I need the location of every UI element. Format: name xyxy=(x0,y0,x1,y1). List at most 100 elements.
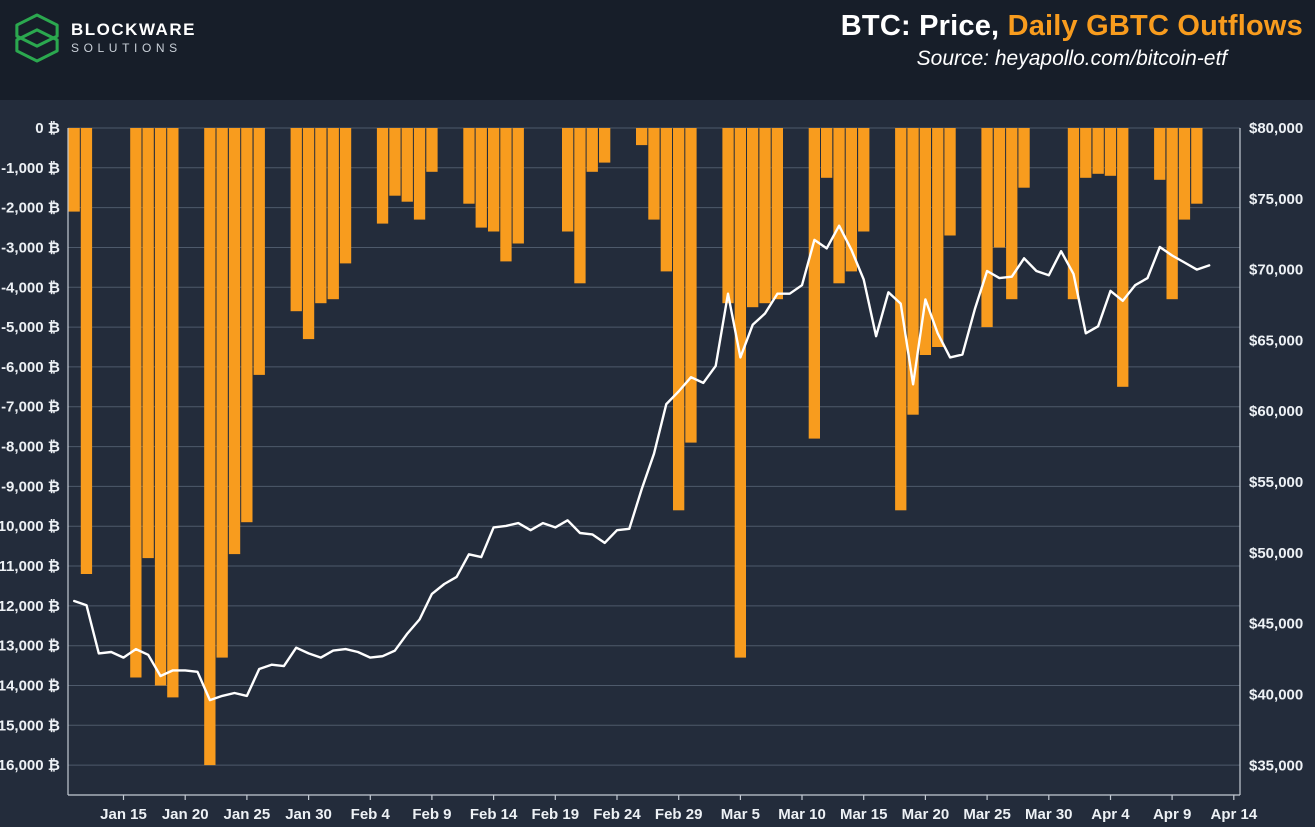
outflow-bar xyxy=(1191,128,1203,204)
x-axis-label: Jan 20 xyxy=(162,806,209,823)
right-axis-label: $60,000 xyxy=(1249,403,1303,420)
outflow-bar xyxy=(154,128,167,686)
x-axis-label: Feb 4 xyxy=(351,806,391,823)
outflow-bar xyxy=(475,128,487,228)
outflow-bar xyxy=(821,128,833,178)
blockware-logo: BLOCKWARE SOLUTIONS xyxy=(14,12,196,64)
outflow-bar xyxy=(562,128,574,232)
x-axis-label: Apr 4 xyxy=(1091,806,1130,823)
left-axis-label: -13,000 ₿ xyxy=(0,638,60,655)
logo-text-blockware: BLOCKWARE xyxy=(71,19,196,39)
outflow-bar xyxy=(80,128,93,574)
outflow-bar xyxy=(1154,128,1166,180)
x-axis-label: Feb 29 xyxy=(655,806,703,823)
outflow-bar xyxy=(685,128,697,443)
outflow-bar xyxy=(130,128,142,678)
x-axis-label: Jan 15 xyxy=(100,806,147,823)
outflow-bar xyxy=(673,128,685,511)
x-axis-label: Mar 5 xyxy=(721,806,760,823)
right-axis-label: $50,000 xyxy=(1249,545,1303,562)
left-axis-label: -8,000 ₿ xyxy=(1,439,60,456)
outflow-bar xyxy=(1092,128,1104,174)
outflow-bar xyxy=(734,128,746,658)
left-axis-label: -4,000 ₿ xyxy=(1,279,60,296)
outflow-bar xyxy=(302,128,315,340)
outflow-bar xyxy=(599,128,611,163)
x-axis-label: Feb 19 xyxy=(532,806,580,823)
outflow-bar xyxy=(401,128,413,202)
outflow-bar xyxy=(376,128,389,224)
right-axis-label: $65,000 xyxy=(1249,332,1303,349)
outflow-bar xyxy=(981,128,993,328)
outflow-bar xyxy=(488,128,500,232)
source-attribution: Source: heyapollo.com/bitcoin-etf xyxy=(916,47,1228,70)
outflow-bar xyxy=(1067,128,1080,300)
outflow-bar xyxy=(907,128,919,415)
right-axis-label: $75,000 xyxy=(1249,191,1303,208)
outflow-bar xyxy=(808,128,820,439)
left-axis-label: -2,000 ₿ xyxy=(1,200,60,217)
left-axis-label: -1,000 ₿ xyxy=(1,160,60,177)
right-axis-label: $80,000 xyxy=(1249,120,1303,137)
outflow-bar xyxy=(895,128,907,511)
x-axis-label: Mar 15 xyxy=(840,806,888,823)
outflow-bar xyxy=(833,128,845,284)
outflow-bar xyxy=(919,128,931,355)
left-axis-label: -10,000 ₿ xyxy=(0,518,60,535)
right-axis-label: $55,000 xyxy=(1249,474,1303,491)
blockware-logo-icon xyxy=(15,13,59,63)
outflow-bar xyxy=(142,128,154,559)
outflow-bar xyxy=(228,128,241,555)
right-axis-label: $45,000 xyxy=(1249,616,1303,633)
outflow-bar xyxy=(216,128,228,658)
outflow-bar xyxy=(1117,128,1129,387)
outflow-bar xyxy=(463,128,475,204)
x-axis-label: Feb 14 xyxy=(470,806,518,823)
outflow-bar xyxy=(1006,128,1018,300)
x-axis-label: Apr 14 xyxy=(1210,806,1257,823)
outflow-bar xyxy=(389,128,401,196)
x-axis-label: Apr 9 xyxy=(1153,806,1191,823)
outflow-bar xyxy=(204,128,216,766)
x-axis-label: Feb 9 xyxy=(412,806,451,823)
x-axis-label: Jan 25 xyxy=(224,806,271,823)
outflow-bar xyxy=(167,128,179,698)
x-axis-label: Mar 20 xyxy=(902,806,950,823)
btc-price-gbtc-outflows-chart: 0 ₿ -1,000 ₿ -2,000 ₿ -3,000 ₿ -4,000 ₿ -5,00… xyxy=(0,120,1303,823)
outflow-bar xyxy=(1104,128,1117,176)
outflow-bar xyxy=(932,128,944,347)
outflow-bar xyxy=(747,128,759,308)
outflow-bar xyxy=(512,128,524,244)
right-axis-label: $35,000 xyxy=(1249,757,1303,774)
left-axis-label: 0 ₿ xyxy=(35,120,60,137)
outflow-bar xyxy=(327,128,339,300)
left-axis-label: -12,000 ₿ xyxy=(0,598,60,615)
outflow-bar xyxy=(500,128,512,262)
x-axis-label: Feb 24 xyxy=(593,806,641,823)
outflow-bar xyxy=(771,128,783,300)
outflow-bar xyxy=(1018,128,1030,188)
left-axis-label: -5,000 ₿ xyxy=(1,319,60,336)
outflow-bar xyxy=(1166,128,1178,300)
outflow-bar xyxy=(253,128,265,375)
right-axis-label: $40,000 xyxy=(1249,686,1303,703)
price-line xyxy=(72,224,1211,702)
header: BLOCKWARE SOLUTIONS BTC: Price, Daily GB… xyxy=(0,0,1315,100)
title-block: BTC: Price, Daily GBTC Outflows Source: … xyxy=(841,10,1303,71)
outflow-bar xyxy=(1178,128,1191,220)
left-axis-label: -15,000 ₿ xyxy=(0,717,60,734)
left-axis-label: -3,000 ₿ xyxy=(1,239,60,256)
outflow-bar xyxy=(413,128,426,220)
outflow-bar xyxy=(845,128,857,272)
chart-title-outflows-part: Daily GBTC Outflows xyxy=(1007,10,1303,42)
left-axis-label: -9,000 ₿ xyxy=(1,478,60,495)
outflow-bar xyxy=(586,128,598,172)
outflow-bar xyxy=(759,128,771,304)
outflow-bar xyxy=(944,128,956,236)
left-axis-label: -14,000 ₿ xyxy=(0,677,60,694)
outflow-bar xyxy=(339,128,352,264)
left-axis-label: -6,000 ₿ xyxy=(1,359,60,376)
outflow-bar xyxy=(290,128,302,312)
outflow-bar xyxy=(1080,128,1092,178)
